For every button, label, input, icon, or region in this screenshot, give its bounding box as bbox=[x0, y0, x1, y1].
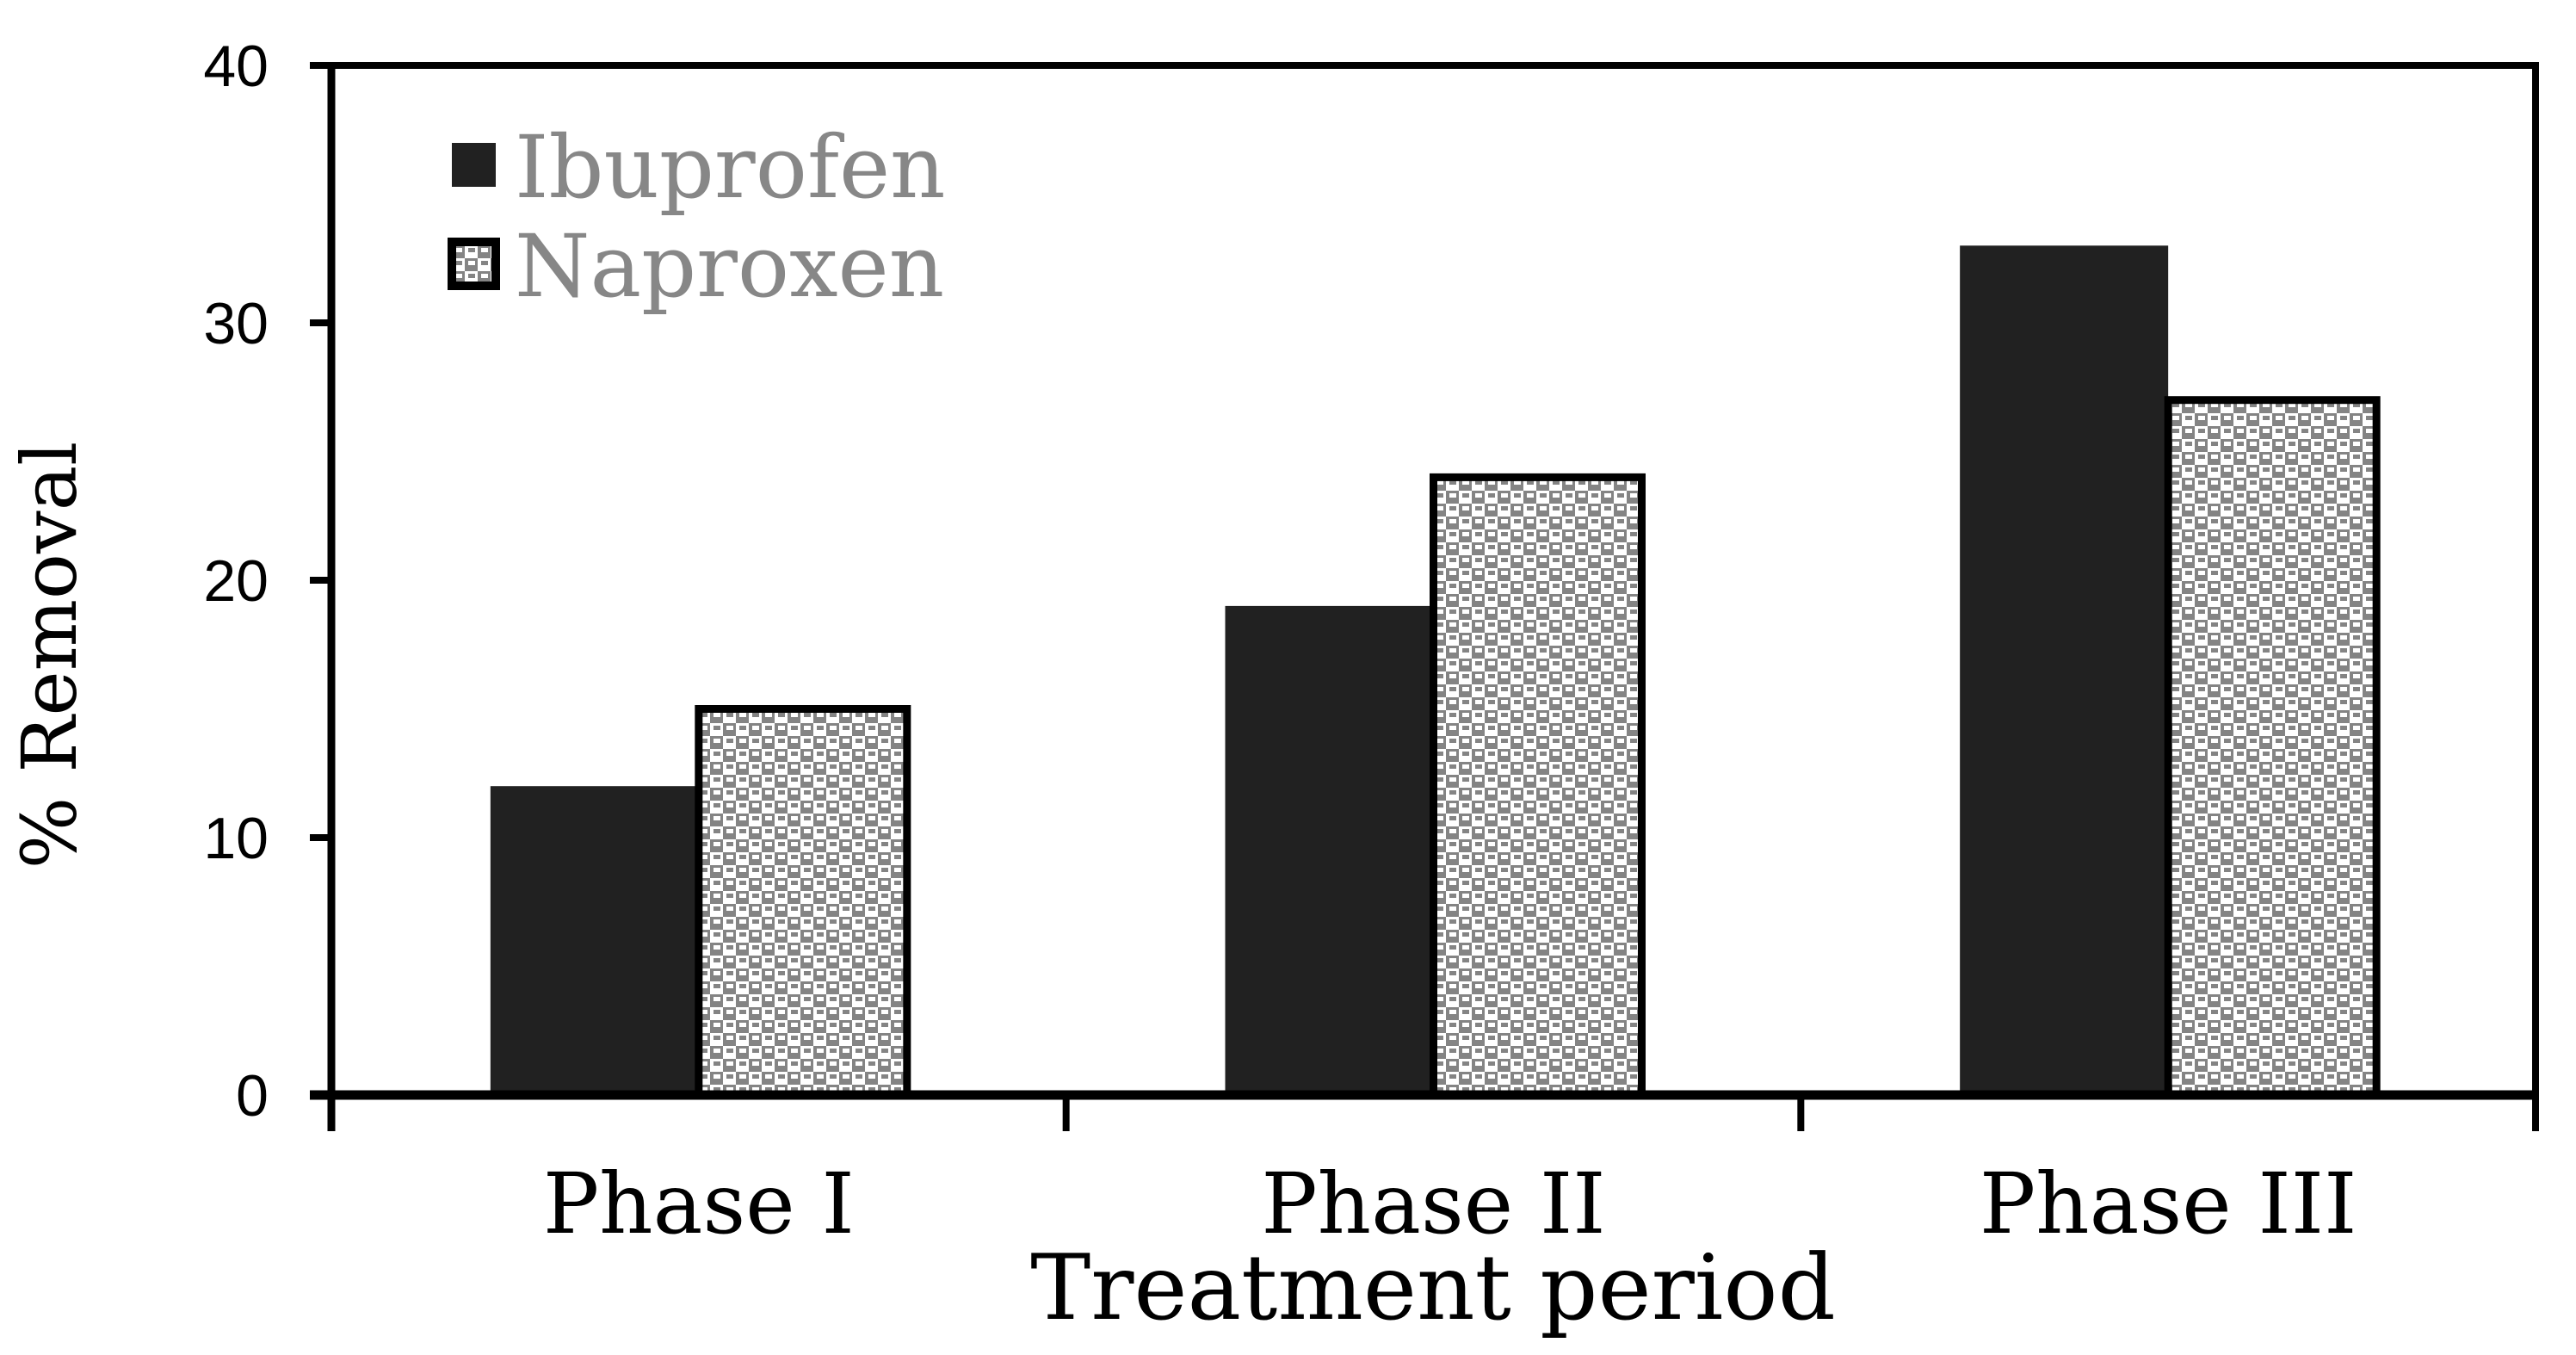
bar-ibuprofen-phase-iii bbox=[1960, 245, 2169, 1095]
bar-naproxen-phase-ii bbox=[1430, 473, 1646, 1099]
y-tick-label-30: 30 bbox=[203, 291, 269, 356]
x-category-labels: Phase I Phase II Phase III bbox=[543, 1155, 2357, 1253]
bar-naproxen-phase-iii bbox=[2164, 396, 2381, 1099]
x-category-label-phase-iii: Phase III bbox=[1980, 1155, 2357, 1253]
x-axis-ticks bbox=[1062, 1095, 1805, 1131]
bars-layer bbox=[490, 245, 2381, 1099]
y-tick-label-20: 20 bbox=[203, 548, 269, 614]
y-axis-ticks: 0 10 20 30 40 bbox=[203, 34, 331, 1129]
y-axis-title: % Removal bbox=[5, 442, 94, 869]
bar-ibuprofen-phase-ii bbox=[1225, 605, 1434, 1095]
legend-label-naproxen: Naproxen bbox=[515, 216, 944, 317]
x-category-label-phase-ii: Phase II bbox=[1261, 1155, 1605, 1253]
x-axis-title: Treatment period bbox=[1030, 1235, 1836, 1340]
plot-frame bbox=[310, 62, 2539, 1131]
x-category-label-phase-i: Phase I bbox=[543, 1155, 855, 1253]
legend-label-ibuprofen: Ibuprofen bbox=[515, 117, 946, 218]
y-tick-label-10: 10 bbox=[203, 806, 269, 871]
bar-naproxen-phase-i bbox=[695, 705, 911, 1099]
y-tick-label-0: 0 bbox=[236, 1063, 269, 1129]
legend-swatch-ibuprofen bbox=[452, 143, 496, 187]
y-tick-label-40: 40 bbox=[203, 34, 269, 99]
bar-ibuprofen-phase-i bbox=[490, 786, 699, 1095]
legend-swatch-naproxen bbox=[448, 238, 500, 290]
